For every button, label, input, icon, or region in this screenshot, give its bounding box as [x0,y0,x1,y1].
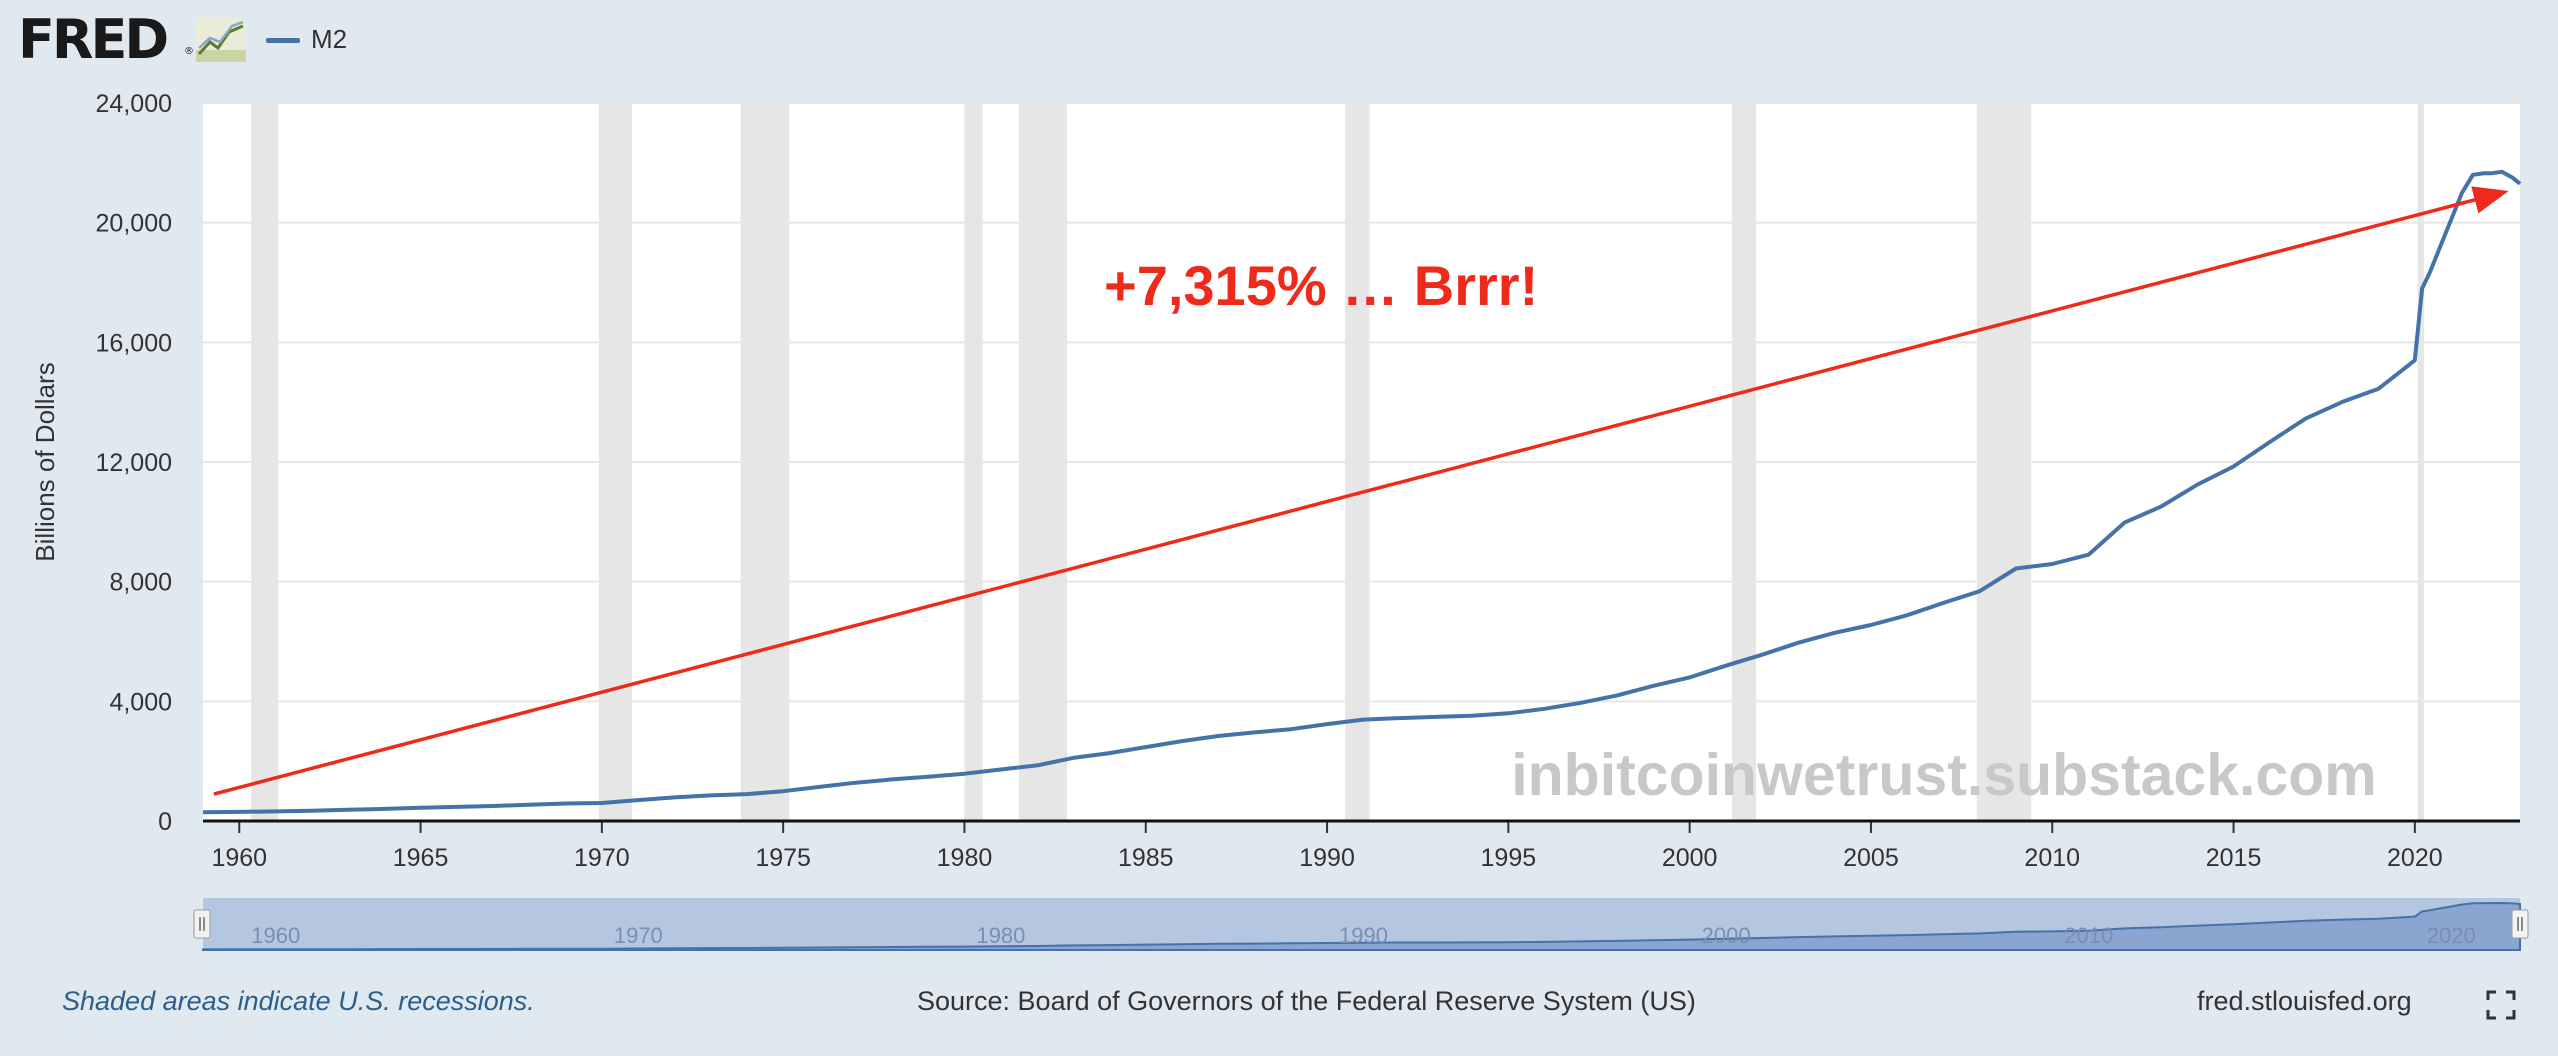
annotation-arrow [213,186,2509,796]
navigator-label: 1960 [251,923,300,948]
navigator-labels: 1960 1970 1980 1990 2000 2010 2020 [251,923,2476,948]
navigator-label: 2000 [1702,923,1751,948]
site-link[interactable]: fred.stlouisfed.org [2197,986,2412,1016]
recession-note[interactable]: Shaded areas indicate U.S. recessions. [62,986,535,1016]
grid-lines [203,102,2520,703]
x-tick-label: 1960 [211,844,267,872]
navigator-label: 1990 [1339,923,1388,948]
navigator-handle-left[interactable] [193,909,211,939]
annotation-label: +7,315% … Brrr! [1104,254,1538,317]
registered-mark: ® [184,46,194,57]
navigator-label: 2020 [2427,923,2476,948]
fred-graph-icon [196,18,246,62]
legend-swatch [266,38,300,43]
y-tick-label: 4,000 [109,688,172,716]
y-axis-label: Billions of Dollars [30,362,60,561]
x-tick-label: 1965 [393,844,449,872]
y-tick-label: 8,000 [109,569,172,597]
x-tick-label: 1980 [937,844,993,872]
x-tick-labels: 1960 1965 1970 1975 1980 1985 1990 1995 2000 2005… [211,821,2443,872]
legend-label[interactable]: M2 [311,24,348,54]
x-tick-label: 1970 [574,844,630,872]
fred-logo[interactable]: FRED [18,8,169,71]
header: FRED ® M2 [0,0,2558,90]
y-tick-label: 24,000 [96,90,172,118]
navigator-label: 1970 [614,923,663,948]
x-tick-label: 2005 [1843,844,1899,872]
x-tick-label: 2015 [2206,844,2262,872]
x-tick-label: 2020 [2387,844,2443,872]
navigator-label: 1980 [976,923,1025,948]
x-tick-label: 1985 [1118,844,1174,872]
navigator-label: 2010 [2064,923,2113,948]
range-navigator[interactable]: 1960 1970 1980 1990 2000 2010 2020 [193,898,2529,951]
y-tick-label: 20,000 [96,210,172,238]
series-line-m2 [202,169,2522,815]
navigator-series-area [202,901,2521,951]
watermark: inbitcoinwetrust.substack.com [1511,742,2377,808]
source-text: Source: Board of Governors of the Federa… [917,986,1696,1016]
fullscreen-icon[interactable] [2486,990,2516,1020]
x-tick-label: 1990 [1299,844,1355,872]
navigator-handle-right[interactable] [2511,909,2529,939]
y-tick-labels: 0 4,000 8,000 12,000 16,000 20,000 24,000 [96,90,172,836]
x-tick-label: 1995 [1481,844,1537,872]
y-tick-label: 12,000 [96,449,172,477]
y-tick-label: 16,000 [96,329,172,357]
x-tick-label: 2000 [1662,844,1718,872]
x-tick-label: 1975 [755,844,811,872]
y-tick-label: 0 [158,808,172,836]
x-tick-label: 2010 [2024,844,2080,872]
